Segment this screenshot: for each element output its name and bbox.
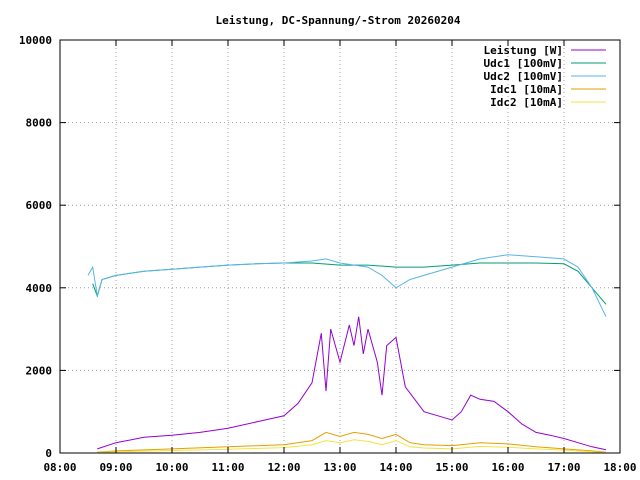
x-tick-label: 13:00 [323, 461, 356, 474]
grid [60, 40, 620, 453]
y-tick-label: 4000 [26, 282, 53, 295]
x-tick-label: 15:00 [435, 461, 468, 474]
x-tick-label: 17:00 [547, 461, 580, 474]
x-tick-label: 09:00 [99, 461, 132, 474]
x-tick-label: 12:00 [267, 461, 300, 474]
x-tick-label: 11:00 [211, 461, 244, 474]
legend-label: Idc1 [10mA] [490, 83, 563, 96]
x-tick-label: 18:00 [603, 461, 636, 474]
y-tick-label: 2000 [26, 364, 53, 377]
legend-label: Udc1 [100mV] [484, 57, 563, 70]
x-tick-label: 08:00 [43, 461, 76, 474]
series-lines [87, 254, 607, 454]
series-line-idc1 [97, 431, 607, 453]
x-tick-label: 10:00 [155, 461, 188, 474]
y-tick-label: 10000 [19, 34, 52, 47]
legend: Leistung [W]Udc1 [100mV]Udc2 [100mV]Idc1… [484, 44, 606, 109]
y-tick-label: 0 [45, 447, 52, 460]
chart-title: Leistung, DC-Spannung/-Strom 20260204 [215, 14, 460, 27]
x-axis-ticks: 08:00 09:00 10:00 11:00 12:00 13:00 14:00 15:00… [43, 40, 637, 474]
x-tick-label: 14:00 [379, 461, 412, 474]
x-tick-label: 16:00 [491, 461, 524, 474]
legend-label: Idc2 [10mA] [490, 96, 563, 109]
y-tick-label: 8000 [26, 117, 53, 130]
series-line-udc2 [87, 254, 607, 317]
y-tick-label: 6000 [26, 199, 53, 212]
y-axis-ticks: 0 2000 4000 6000 8000 10000 [19, 34, 620, 460]
legend-label: Udc2 [100mV] [484, 70, 563, 83]
legend-label: Leistung [W] [484, 44, 563, 57]
series-line-idc2 [97, 439, 607, 454]
series-line-leistung [97, 316, 607, 451]
